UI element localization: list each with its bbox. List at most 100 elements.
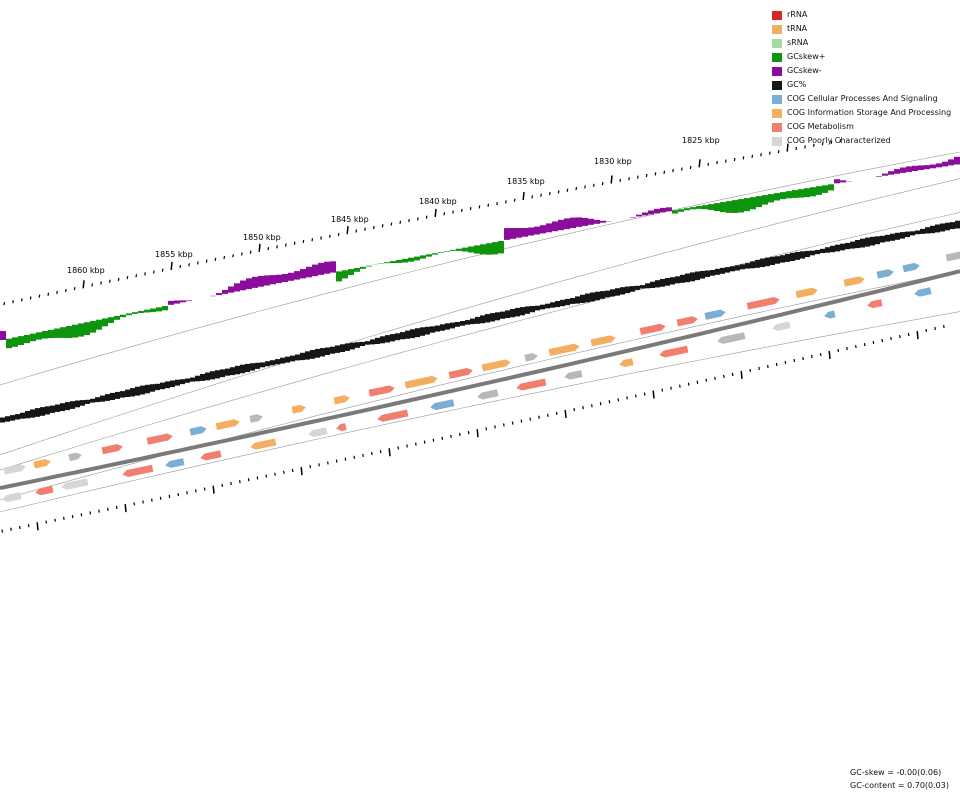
gc-skew-positive-bar [102, 318, 108, 327]
gc-content-bar [10, 415, 15, 421]
minor-tick [133, 502, 136, 506]
gc-skew-positive-bar [750, 197, 756, 210]
gc-content-bar [215, 370, 220, 379]
gc-skew-negative-bar [288, 272, 294, 281]
gc-content-bar [705, 270, 710, 277]
gc-content-bar [190, 377, 195, 382]
major-tick [434, 208, 437, 218]
gc-skew-negative-bar [630, 217, 636, 218]
gc-content-bar [305, 351, 310, 360]
gc-skew-positive-bar [360, 266, 366, 269]
gc-skew-negative-bar [270, 275, 276, 285]
major-tick [610, 175, 613, 184]
gc-skew-positive-bar [60, 327, 66, 338]
gc-content-bar [160, 382, 165, 390]
gc-content-bar [870, 236, 875, 246]
gc-content-bar [595, 291, 600, 301]
gc-skew-positive-bar [816, 186, 822, 195]
minor-tick [71, 514, 74, 519]
minor-tick [159, 496, 162, 500]
gc-skew-positive-bar [756, 196, 762, 207]
genome-backbone [0, 269, 960, 490]
gc-skew-negative-bar [894, 169, 900, 174]
gene-arrow [333, 395, 350, 405]
gc-skew-negative-bar [564, 218, 570, 230]
minor-tick [707, 162, 710, 166]
gc-content-bar [845, 242, 850, 250]
gc-skew-negative-bar [642, 212, 648, 216]
minor-tick [513, 198, 516, 202]
gc-skew-negative-bar [666, 207, 672, 212]
gc-content-bar [235, 365, 240, 375]
minor-tick [406, 444, 408, 448]
minor-tick [151, 498, 153, 502]
gc-skew-negative-bar [924, 165, 930, 170]
gc-content-bar [90, 398, 95, 403]
minor-tick [285, 243, 287, 247]
minor-tick [450, 434, 452, 439]
gc-content-bar [65, 402, 70, 411]
minor-tick [265, 474, 268, 478]
gc-skew-negative-bar [330, 261, 336, 273]
gc-skew-negative-bar [324, 261, 330, 274]
minor-tick [47, 292, 50, 296]
gene-arrow [2, 492, 22, 502]
gc-content-bar [265, 361, 270, 367]
gc-content-bar [325, 347, 330, 355]
gc-content-bar [40, 407, 45, 416]
gc-content-bar [915, 230, 920, 235]
gc-content-bar [420, 327, 425, 336]
gc-content-bar [580, 294, 585, 303]
gc-skew-positive-bar [780, 192, 786, 200]
gc-content-bar [565, 298, 570, 306]
gc-content-bar [390, 334, 395, 342]
minor-tick [91, 283, 94, 287]
gc-content-bar [410, 329, 415, 339]
major-tick [652, 390, 655, 399]
gene-arrow [308, 427, 328, 438]
minor-tick [63, 516, 65, 521]
gc-content-bar [405, 330, 410, 339]
gc-content-bar [835, 244, 840, 252]
gc-skew-positive-bar [96, 319, 102, 330]
gene-arrow [3, 464, 26, 475]
gc-content-bar [520, 307, 525, 316]
gc-content-bar [810, 250, 815, 256]
gc-skew-positive-bar [462, 247, 468, 252]
genome-stats: GC-skew = -0.00(0.06) GC-content = 0.70(… [850, 766, 949, 792]
gene-arrow [564, 370, 583, 380]
gc-content-bar [145, 384, 150, 394]
major-tick [300, 466, 303, 476]
gc-content-bar [260, 362, 265, 368]
gc-content-bar [500, 311, 505, 319]
trna-swatch-icon [772, 24, 782, 34]
gc-skew-negative-bar [552, 221, 558, 232]
minor-tick [846, 346, 848, 351]
gc-content-bar [205, 372, 210, 381]
minor-tick [390, 222, 393, 226]
guide-line [0, 151, 960, 386]
gc-skew-negative-bar [594, 219, 600, 224]
gene-arrow [249, 414, 263, 423]
gc-skew-positive-bar [348, 269, 354, 275]
gc-content-bar [315, 348, 320, 358]
gc-skew-negative-bar [660, 207, 666, 213]
gc-content-bar [240, 364, 245, 374]
gc-content-bar [555, 301, 560, 308]
minor-tick [241, 252, 243, 256]
gc-skew-negative-bar [936, 163, 942, 168]
gc-content-bar [690, 272, 695, 282]
minor-tick [795, 146, 798, 151]
gene-arrow [189, 426, 207, 436]
gc-content-bar [660, 279, 665, 287]
gc-content-bar [210, 371, 215, 380]
gc-content-bar [785, 253, 790, 262]
minor-tick [672, 169, 674, 173]
gc-content-bar [395, 333, 400, 341]
legend-item-rrna: rRNA [772, 8, 951, 22]
gene-arrow [676, 316, 698, 327]
gene-arrow [146, 433, 173, 445]
minor-tick [247, 478, 250, 482]
minor-tick [582, 406, 584, 410]
gc-skew-negative-bar [576, 217, 582, 227]
